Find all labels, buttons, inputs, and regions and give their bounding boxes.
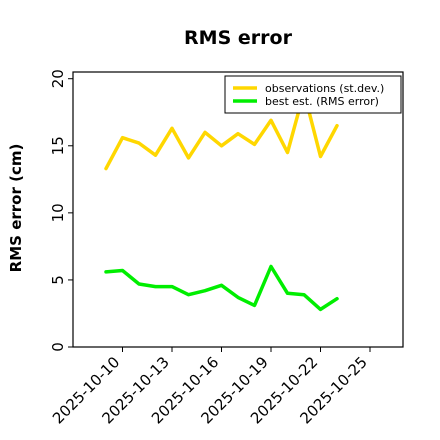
y-tick-label: 10 <box>49 203 67 222</box>
y-tick-label: 0 <box>49 342 67 352</box>
series-line-2 <box>104 264 339 312</box>
legend-label-1: observations (st.dev.) <box>265 82 384 95</box>
chart-title: RMS error <box>184 27 293 49</box>
legend-box <box>224 75 402 114</box>
y-tick-label: 20 <box>49 69 67 88</box>
y-tick-label: 5 <box>49 275 67 285</box>
legend-label-2: best est. (RMS error) <box>265 95 379 108</box>
y-tick-label: 15 <box>49 136 67 155</box>
plot-frame <box>72 71 404 348</box>
y-axis-label: RMS error (cm) <box>7 144 25 273</box>
plot-area: 051015202025-10-102025-10-132025-10-1620… <box>49 69 404 427</box>
legend: observations (st.dev.)best est. (RMS err… <box>224 75 402 114</box>
